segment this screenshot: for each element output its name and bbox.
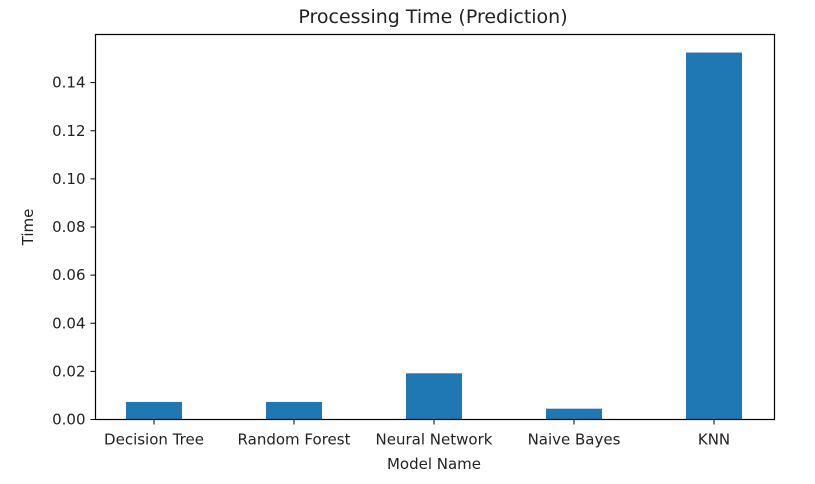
- y-tick-label: 0.10: [52, 170, 85, 188]
- plot-frame: [94, 33, 776, 421]
- bar-decision-tree: [126, 401, 182, 420]
- x-tick-label: Naive Bayes: [528, 431, 621, 449]
- bars-group: [126, 52, 742, 420]
- x-tick-label: Neural Network: [376, 431, 493, 449]
- y-axis-ticks: 0.00 0.02 0.04 0.06 0.08 0.10 0.12 0.14: [52, 74, 96, 429]
- x-tick-label: Decision Tree: [104, 431, 204, 449]
- y-tick-label: 0.06: [52, 266, 85, 284]
- bar-random-forest: [266, 401, 322, 420]
- y-tick-label: 0.02: [52, 362, 85, 380]
- x-axis-ticks: Decision Tree Random Forest Neural Network…: [104, 419, 730, 449]
- x-axis-label: Model Name: [387, 455, 481, 473]
- bar-neural-network: [406, 373, 462, 420]
- x-tick-label: Random Forest: [238, 431, 351, 449]
- y-tick-label: 0.14: [52, 74, 85, 92]
- bar-naive-bayes: [546, 408, 602, 420]
- y-tick-label: 0.04: [52, 314, 85, 332]
- y-axis-label: Time: [19, 209, 37, 247]
- bar-knn: [686, 52, 742, 420]
- y-tick-label: 0.00: [52, 411, 85, 429]
- x-tick-label: KNN: [698, 431, 730, 449]
- y-tick-label: 0.12: [52, 122, 85, 140]
- y-tick-label: 0.08: [52, 218, 85, 236]
- chart-title: Processing Time (Prediction): [298, 6, 567, 28]
